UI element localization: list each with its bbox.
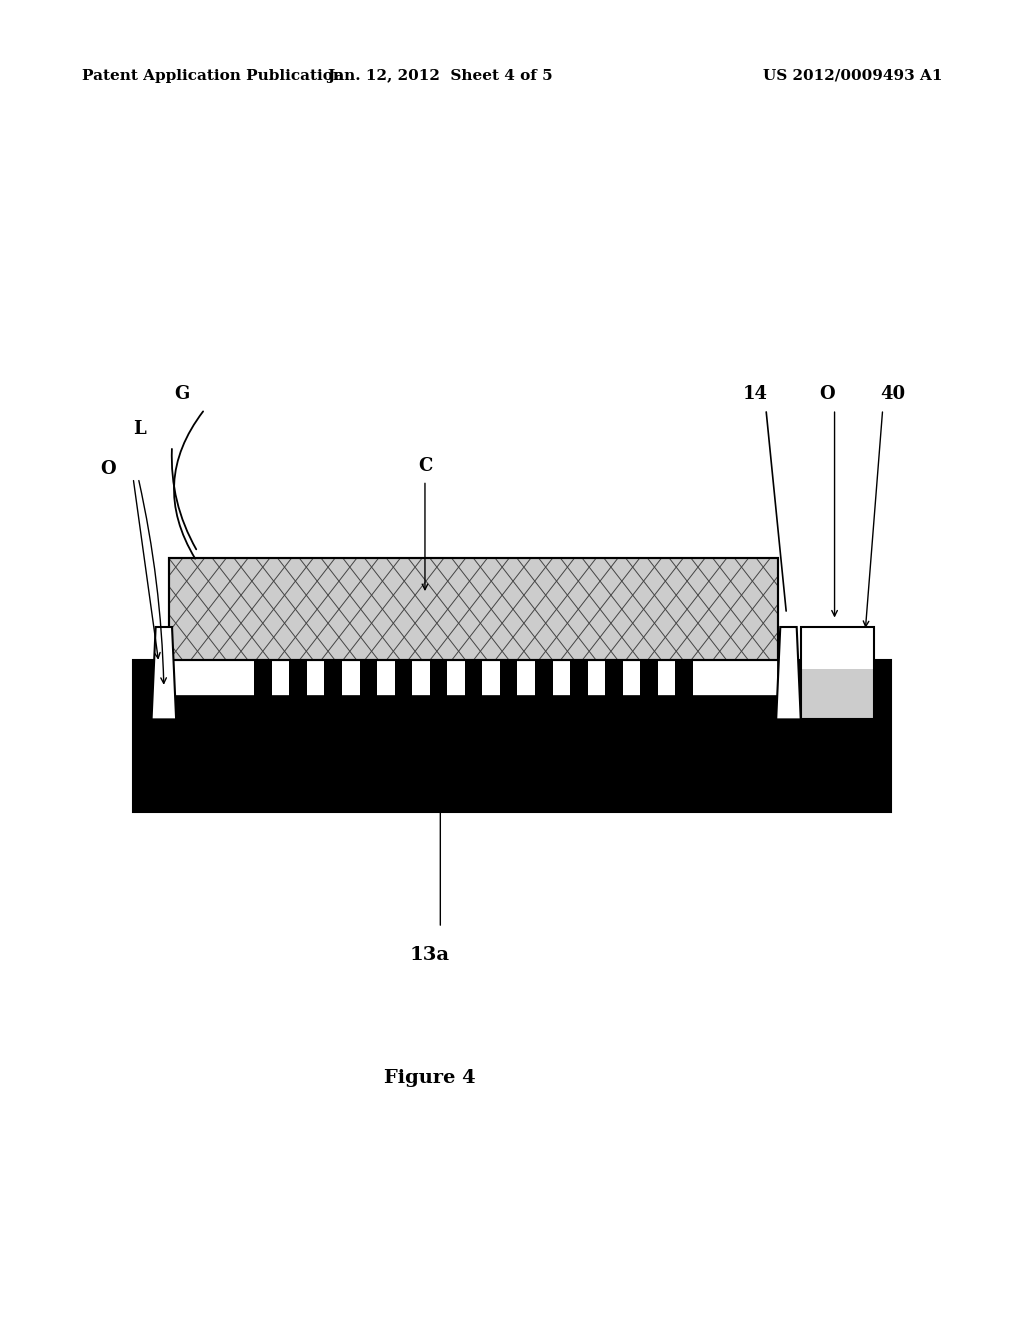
Bar bbox=[500, 660, 517, 696]
Text: 14: 14 bbox=[743, 384, 768, 403]
Text: Jan. 12, 2012  Sheet 4 of 5: Jan. 12, 2012 Sheet 4 of 5 bbox=[328, 69, 553, 83]
Bar bbox=[465, 660, 482, 696]
Bar bbox=[254, 660, 271, 696]
Text: L: L bbox=[133, 420, 145, 438]
Bar bbox=[169, 558, 778, 660]
Polygon shape bbox=[152, 627, 176, 719]
Text: Patent Application Publication: Patent Application Publication bbox=[82, 69, 344, 83]
Bar bbox=[133, 660, 891, 812]
Text: O: O bbox=[100, 459, 116, 478]
Bar bbox=[640, 660, 657, 696]
Text: G: G bbox=[174, 384, 189, 403]
Text: O: O bbox=[819, 384, 836, 403]
Text: 13a: 13a bbox=[410, 946, 451, 965]
Bar bbox=[325, 660, 342, 696]
Bar bbox=[535, 660, 553, 696]
Text: Figure 4: Figure 4 bbox=[384, 1069, 476, 1088]
Bar bbox=[169, 660, 778, 696]
Bar bbox=[290, 660, 307, 696]
Bar bbox=[394, 660, 413, 696]
Bar bbox=[676, 660, 693, 696]
Text: US 2012/0009493 A1: US 2012/0009493 A1 bbox=[763, 69, 942, 83]
Text: 40: 40 bbox=[881, 384, 905, 403]
Polygon shape bbox=[776, 627, 801, 719]
Text: C: C bbox=[418, 457, 432, 475]
Bar bbox=[359, 660, 377, 696]
Bar bbox=[605, 660, 623, 696]
Bar bbox=[801, 627, 874, 719]
Bar bbox=[169, 558, 778, 660]
Bar bbox=[801, 627, 874, 668]
Bar bbox=[801, 668, 874, 719]
Bar bbox=[570, 660, 588, 696]
Bar bbox=[430, 660, 447, 696]
